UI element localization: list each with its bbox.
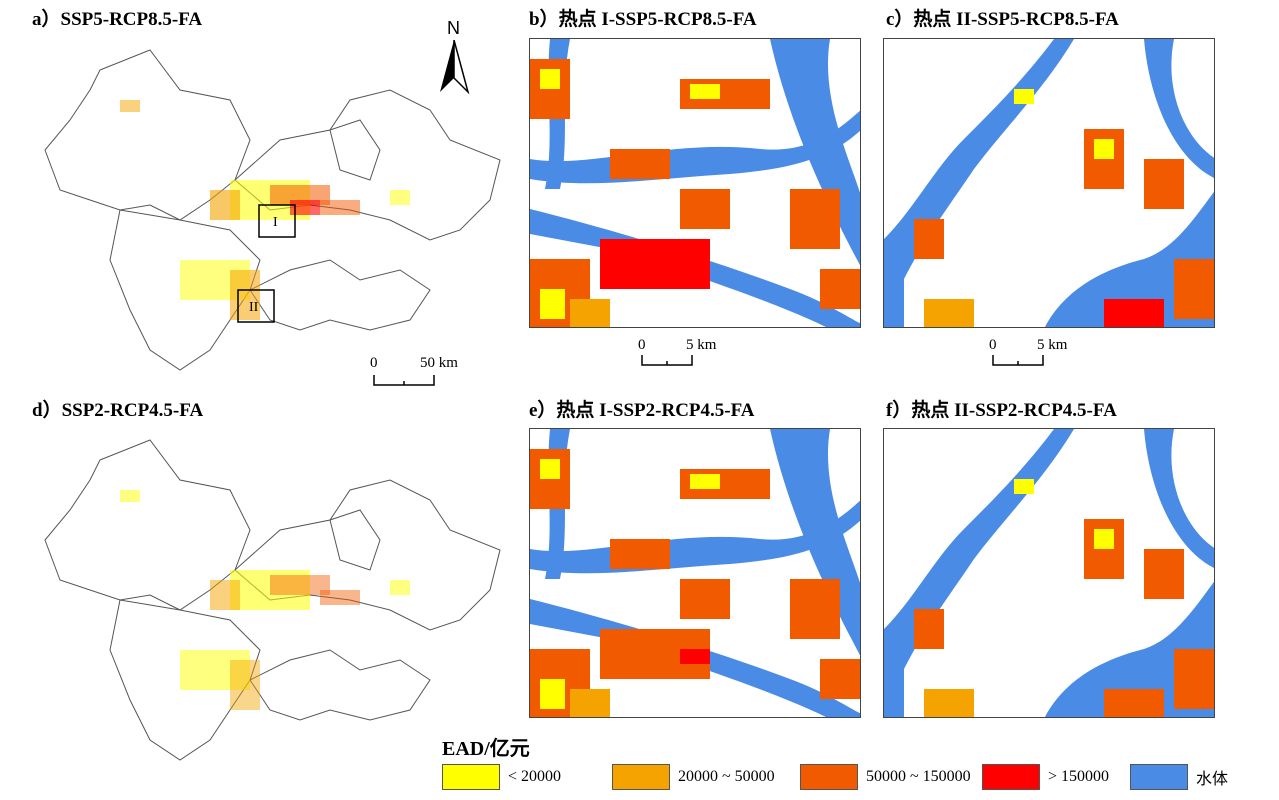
panel-a-map: I II	[30, 30, 510, 390]
panel-e-map	[529, 428, 861, 718]
panel-c-title: c）热点 II-SSP5-RCP8.5-FA	[886, 9, 1119, 30]
scale-start: 0	[370, 355, 378, 371]
ead-scatter-a	[120, 100, 410, 320]
panel-b-title: b）热点 I-SSP5-RCP8.5-FA	[529, 9, 757, 30]
hotspot1-map-e	[530, 429, 860, 717]
scale-end: 5 km	[1037, 337, 1068, 353]
north-arrow: N	[436, 18, 476, 98]
hotspot-label-1: I	[273, 215, 278, 230]
district-outline	[44, 439, 251, 611]
legend-item: 水体	[1130, 764, 1228, 790]
legend-swatch	[442, 764, 500, 790]
region-map-a: I II	[44, 49, 501, 371]
panel-d-title: d）SSP2-RCP4.5-FA	[32, 400, 204, 421]
scale-start: 0	[989, 337, 997, 353]
scale-start: 0	[638, 337, 646, 353]
legend-label: 水体	[1196, 771, 1229, 788]
legend-swatch	[612, 764, 670, 790]
district-outline	[329, 119, 381, 181]
hotspot-box-1	[258, 204, 296, 238]
legend-swatch	[1130, 764, 1188, 790]
legend-swatch	[982, 764, 1040, 790]
scale-bar-hotspot2: 0 5 km	[987, 337, 1097, 367]
panel-b-map	[529, 38, 861, 328]
hotspot2-map-f	[884, 429, 1214, 717]
district-outline	[44, 49, 251, 221]
scale-end: 5 km	[686, 337, 717, 353]
north-arrow-icon	[440, 40, 470, 95]
panel-a-title: a）SSP5-RCP8.5-FA	[32, 9, 203, 30]
hotspot-box-2	[237, 289, 275, 323]
legend-item: 20000 ~ 50000	[612, 764, 775, 790]
hotspot1-map-b	[530, 39, 860, 327]
legend-item: > 150000	[982, 764, 1109, 790]
panel-d-map	[30, 420, 510, 780]
district-outline	[249, 649, 431, 721]
scale-bar-region: 0 50 km	[368, 355, 478, 389]
north-label: N	[447, 18, 460, 38]
legend-item: 50000 ~ 150000	[800, 764, 971, 790]
hotspot2-map-c	[884, 39, 1214, 327]
district-outline	[249, 259, 431, 331]
region-map-d	[44, 439, 501, 761]
legend-label: 20000 ~ 50000	[678, 768, 775, 785]
panel-f-title: f）热点 II-SSP2-RCP4.5-FA	[886, 400, 1117, 421]
panel-e-title: e）热点 I-SSP2-RCP4.5-FA	[529, 400, 755, 421]
legend-swatch	[800, 764, 858, 790]
legend-title: EAD/亿元	[442, 738, 530, 760]
legend-label: > 150000	[1048, 768, 1110, 785]
scale-bar-hotspot1: 0 5 km	[636, 337, 746, 367]
scale-end: 50 km	[420, 355, 458, 371]
legend-item: < 20000	[442, 764, 561, 790]
district-outline	[329, 509, 381, 571]
panel-c-map	[883, 38, 1215, 328]
hotspot-label-2: II	[249, 300, 259, 315]
legend-label: 50000 ~ 150000	[866, 768, 971, 785]
panel-f-map	[883, 428, 1215, 718]
legend-label: < 20000	[508, 768, 562, 785]
ead-scatter-d	[120, 490, 410, 710]
